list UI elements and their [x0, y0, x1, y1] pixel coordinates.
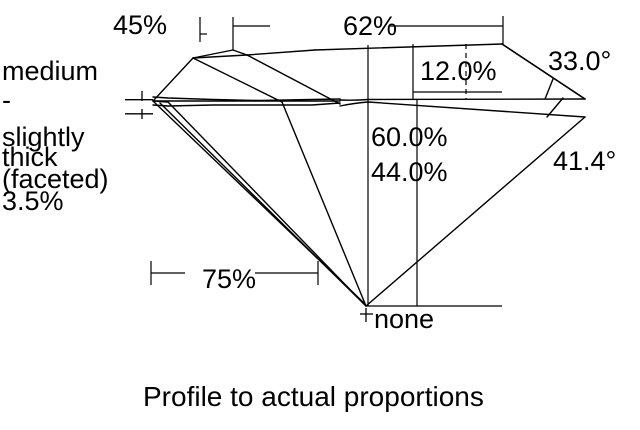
- svg-text:none: none: [374, 304, 434, 334]
- svg-text:45%: 45%: [113, 10, 167, 40]
- svg-text:75%: 75%: [202, 264, 256, 294]
- svg-text:Profile to actual proportions: Profile to actual proportions: [143, 381, 484, 412]
- svg-text:12.0%: 12.0%: [420, 56, 497, 86]
- svg-text:44.0%: 44.0%: [371, 157, 448, 187]
- svg-text:33.0°: 33.0°: [548, 46, 611, 76]
- svg-text:3.5%: 3.5%: [2, 186, 64, 216]
- svg-text:62%: 62%: [343, 11, 397, 41]
- svg-text:-: -: [2, 85, 11, 115]
- svg-text:60.0%: 60.0%: [371, 122, 448, 152]
- svg-text:41.4°: 41.4°: [553, 146, 616, 176]
- svg-text:medium: medium: [2, 56, 98, 86]
